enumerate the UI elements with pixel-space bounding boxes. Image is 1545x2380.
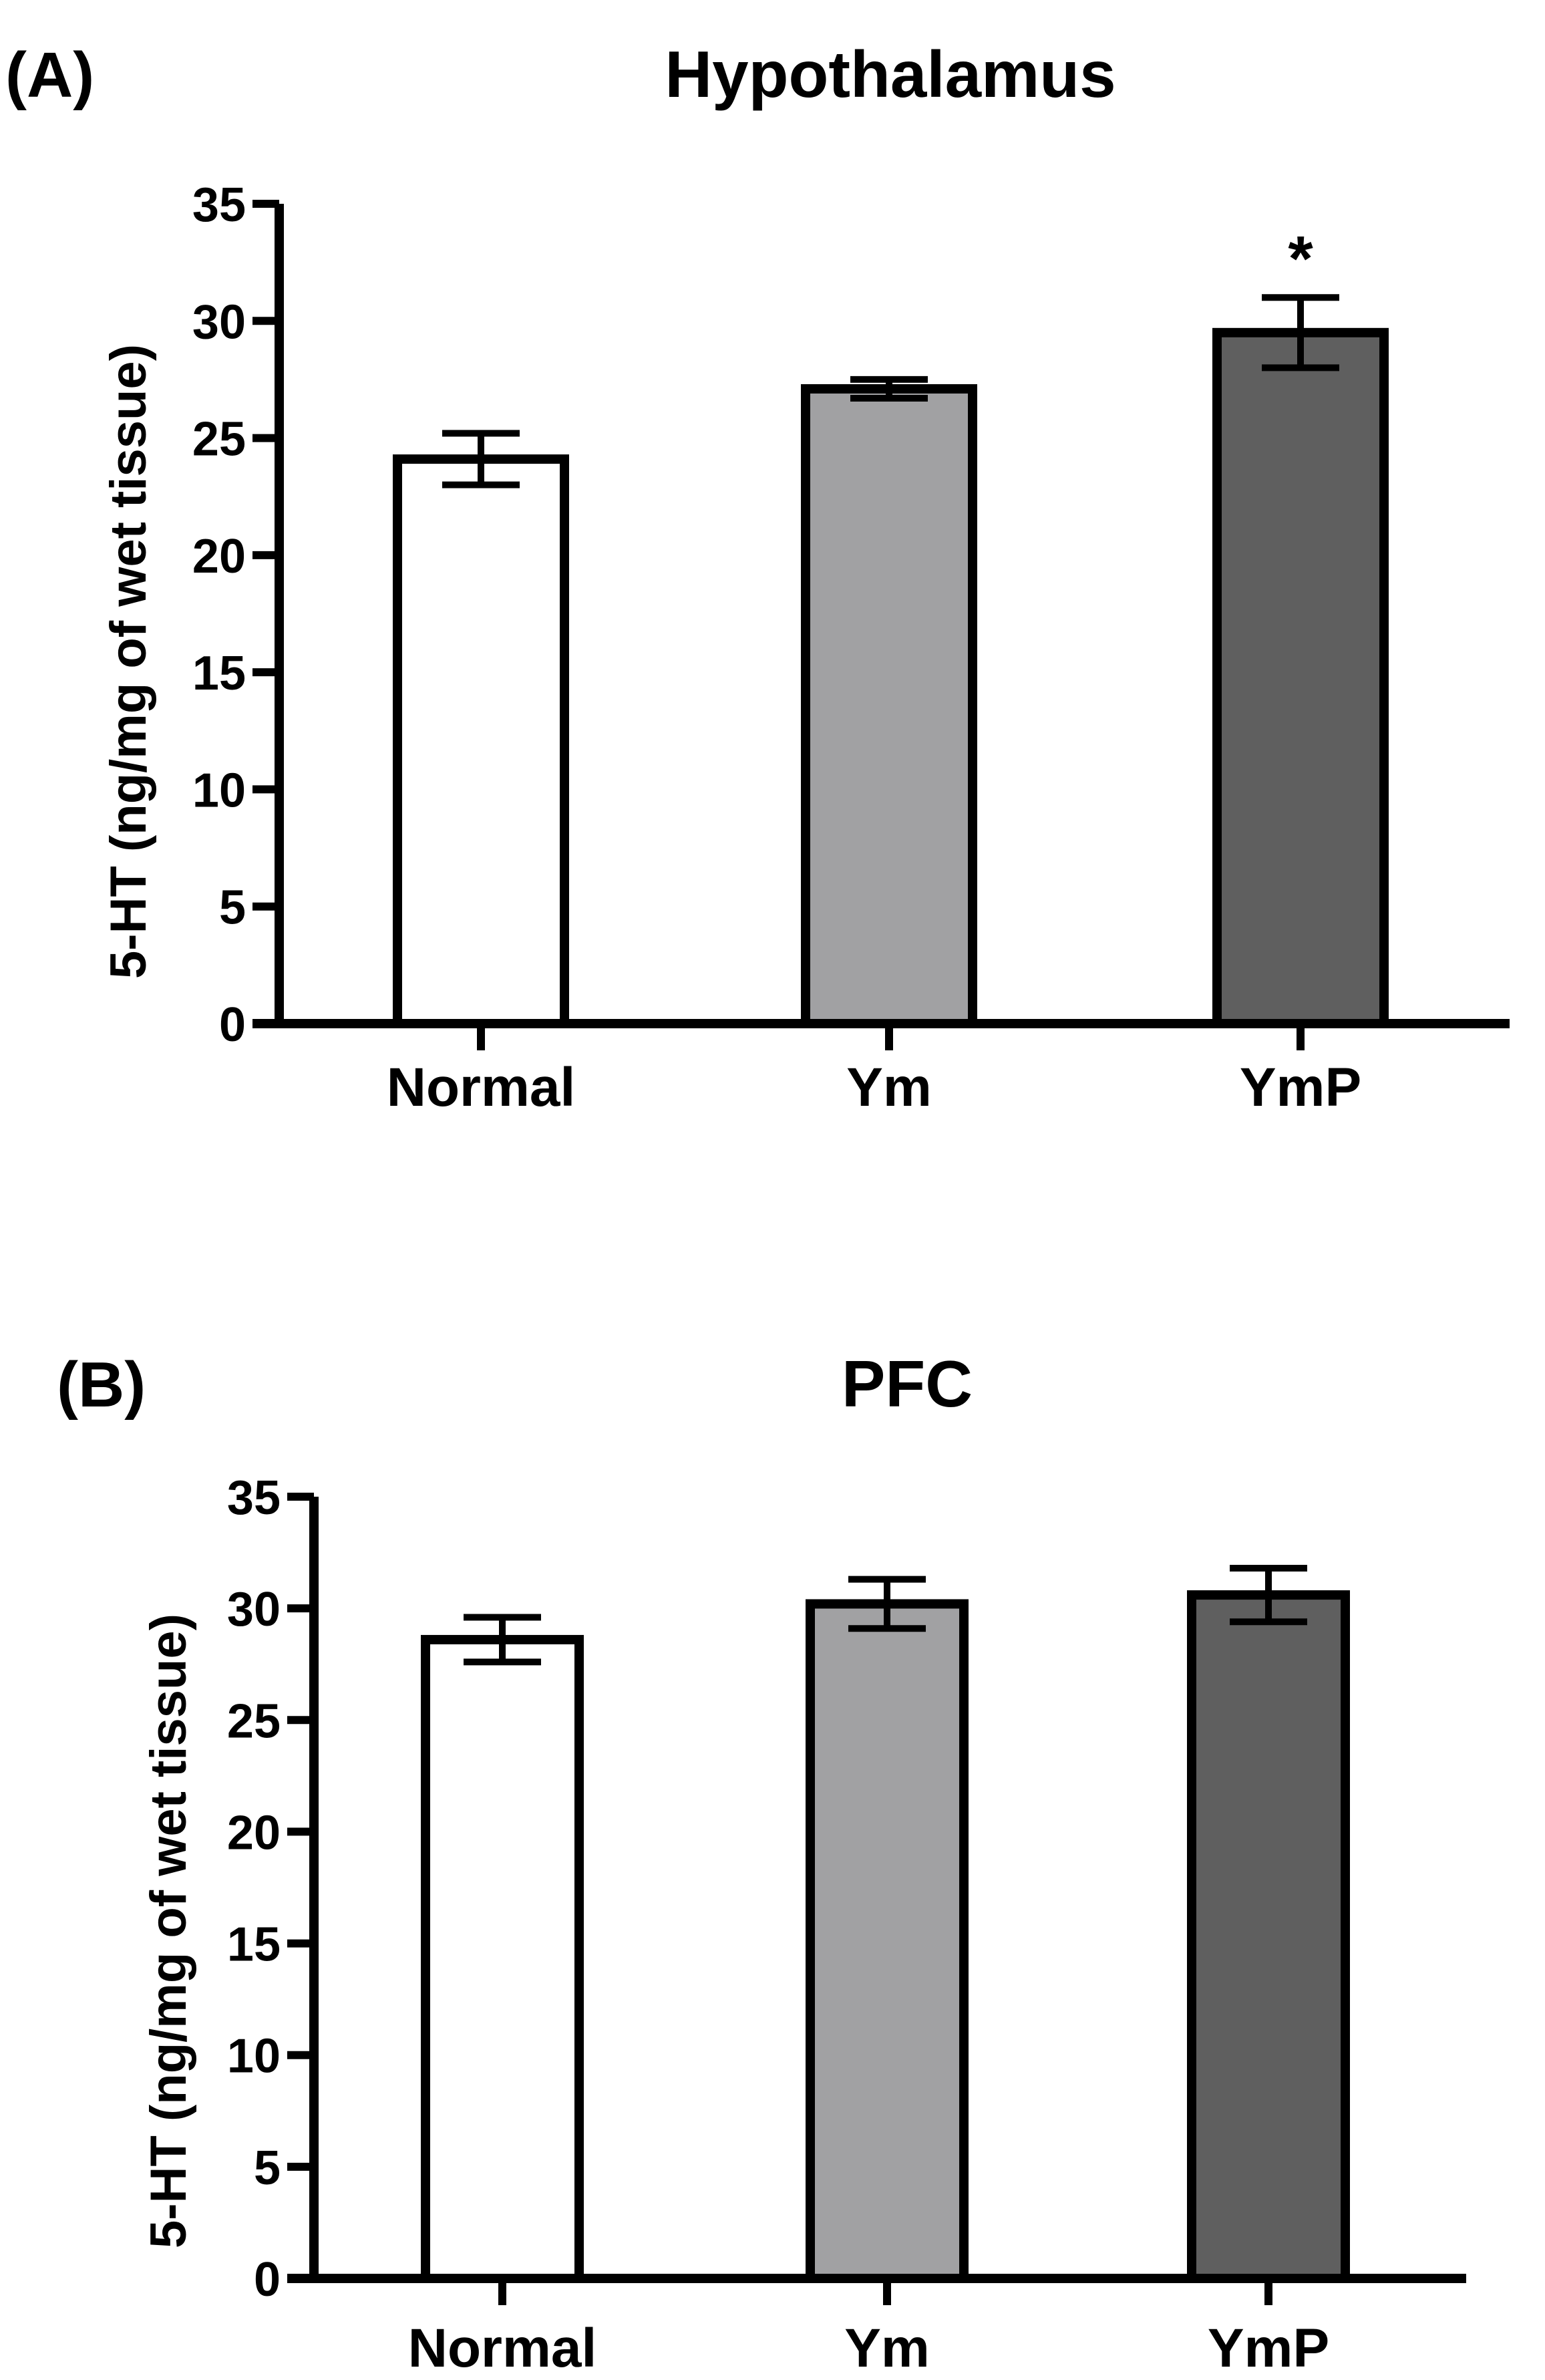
panel-b-bar-ym (806, 1599, 969, 2283)
panel-a-y-tick-label: 30 (192, 295, 246, 349)
panel-b-y-tick-label: 0 (254, 2253, 281, 2307)
panel-a-y-tick-label: 35 (192, 178, 246, 232)
panel-a-title: Hypothalamus (665, 37, 1115, 111)
panel-a-bar-ymp (1212, 327, 1389, 1028)
panel-a-label: (A) (5, 39, 94, 111)
panel-b-y-tick-label: 10 (227, 2030, 281, 2083)
panel-a-error-bar-normal (442, 430, 520, 488)
panel-b-y-tick-label: 5 (254, 2141, 281, 2195)
panel-a-x-tick-label-ym: Ym (846, 1057, 932, 1118)
panel-b: (B) PFC 5-HT (ng/mg of wet tissue) 0 5 10 1… (57, 1347, 1466, 2379)
panel-b-bar-normal (421, 1634, 584, 2283)
panel-a-y-tick-label: 20 (192, 530, 246, 583)
panel-a-y-axis-label: 5-HT (ng/mg of wet tissue) (100, 344, 157, 979)
panel-b-y-tick-label: 20 (227, 1806, 281, 1860)
panel-a-y-tick-label: 5 (219, 881, 246, 935)
panel-b-label: (B) (57, 1349, 146, 1421)
panel-b-y-axis-label: 5-HT (ng/mg of wet tissue) (140, 1614, 197, 2248)
panel-b-y-tick-label: 25 (227, 1694, 281, 1748)
panel-a-x-tick-label-normal: Normal (387, 1057, 576, 1118)
panel-b-x-tick-label-normal: Normal (408, 2318, 597, 2379)
panel-b-bar-ymp (1187, 1590, 1350, 2283)
panel-a-y-tick-label: 10 (192, 764, 246, 817)
panel-a-bar-ym (801, 384, 977, 1028)
panel-b-error-bar-ym (848, 1576, 926, 1632)
panel-a-y-tick-label: 25 (192, 413, 246, 466)
panel-b-x-tick-label-ym: Ym (844, 2318, 930, 2379)
panel-b-x-tick-label-ymp: YmP (1208, 2318, 1329, 2379)
panel-a-bar-normal (393, 454, 569, 1028)
panel-a-y-tick-label: 0 (219, 998, 246, 1052)
panel-a-x-tick-label-ymp: YmP (1240, 1057, 1361, 1118)
panel-b-plot: 0 5 10 15 20 25 30 35 Normal Ym YmP (227, 1471, 1466, 2379)
panel-a-y-tick-label: 15 (192, 647, 246, 700)
panel-a: (A) Hypothalamus 5-HT (ng/mg of wet tiss… (5, 37, 1510, 1118)
panel-a-plot: * 0 5 10 15 20 25 30 35 Normal Ym YmP (192, 178, 1510, 1118)
panel-b-error-bar-ymp (1230, 1564, 1307, 1626)
panel-b-y-tick-label: 35 (227, 1471, 281, 1525)
panel-b-error-bar-normal (464, 1614, 541, 1666)
panel-b-y-tick-label: 15 (227, 1918, 281, 1972)
panel-a-error-bar-ym (850, 376, 928, 402)
panel-b-y-tick-label: 30 (227, 1583, 281, 1636)
panel-b-title: PFC (842, 1347, 973, 1421)
panel-a-significance-marker: * (1288, 223, 1313, 295)
panel-a-error-bar-ymp (1262, 294, 1339, 371)
